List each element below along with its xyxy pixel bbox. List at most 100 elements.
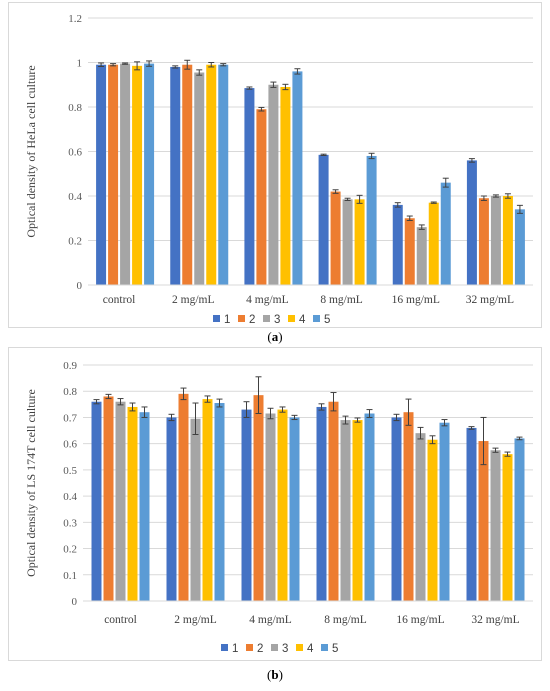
category-label: 2 mg/mL [172,294,215,306]
category-label: 2 mg/mL [174,614,217,626]
bar [352,420,363,601]
bar [96,64,107,285]
bar [170,66,181,285]
bar [190,418,201,601]
bar [144,63,155,285]
category-label: control [104,614,137,626]
chart-panel-b: 0 0.1 0.2 0.3 0.4 0.5 0.6 0.7 0.8 0.9 Optical dens… [8,347,542,661]
legend-label: 5 [324,314,330,326]
bar [127,406,138,601]
bar [265,413,276,601]
category-label: control [103,294,136,306]
bar [415,433,426,601]
bar [132,65,143,286]
bar [364,413,375,601]
bar [289,417,300,601]
bar [194,72,205,285]
legend-label: 2 [257,643,263,655]
legend-swatch [221,644,228,651]
caption-b: (b) [267,667,283,682]
y-tick-label: 0.2 [68,236,82,248]
bar [244,88,255,286]
legend-swatch [321,644,328,651]
chart-panel-a: 0 0.2 0.4 0.6 0.8 1 1.2 Optical density of HeLa… [8,2,542,328]
bar [490,450,501,601]
bar [268,84,279,285]
bar [366,155,377,285]
y-tick-label: 0.1 [63,570,77,582]
category-label: 4 mg/mL [249,614,292,626]
y-tick-label: 0.3 [63,517,77,529]
bar [440,182,451,285]
bar [490,196,501,285]
bar [139,412,150,601]
bar [256,109,267,285]
bar [182,64,193,285]
legend-label: 5 [332,643,338,655]
y-tick-label: 0.2 [63,544,77,556]
category-label: 32 mg/mL [466,294,514,306]
legend-label: 3 [274,314,280,326]
legend-swatch [271,644,278,651]
y-axis-label: Optical density of LS 174T cell culture [24,389,38,577]
bar [478,441,489,601]
caption-a: (a) [267,329,283,344]
bar [342,199,353,285]
bar [166,417,177,601]
bar [340,420,351,601]
category-label: 32 mg/mL [471,614,519,626]
y-tick-label: 0.9 [63,360,77,372]
legend-label: 1 [232,643,238,655]
bar [514,438,525,601]
y-tick-label: 0 [77,280,83,292]
bar [354,199,365,285]
legend-label: 1 [224,314,230,326]
bar [206,64,217,285]
legend-swatch [246,644,253,651]
legend-label: 4 [299,314,306,326]
category-label: 8 mg/mL [320,294,363,306]
category-label: 4 mg/mL [246,294,289,306]
y-tick-label: 0.4 [68,191,82,203]
y-tick-label: 0.6 [68,147,82,159]
legend-label: 3 [282,643,288,655]
legend-swatch [263,315,270,322]
bar [416,227,427,285]
bar [466,160,477,285]
bar [502,196,513,285]
bar [292,71,303,286]
y-tick-label: 0.8 [63,386,77,398]
bar [120,63,131,285]
legend-swatch [288,315,295,322]
bar [202,399,213,601]
y-tick-label: 0.8 [68,102,82,114]
bar [318,154,329,285]
legend-swatch [296,644,303,651]
bar [391,417,402,601]
legend-label: 2 [249,314,255,326]
bar [514,209,525,285]
legend-label: 4 [307,643,314,655]
bar [253,395,264,601]
category-label: 16 mg/mL [396,614,444,626]
caption-b-letter: b [271,667,279,682]
bar [91,401,102,601]
y-tick-label: 0.7 [63,412,77,424]
bar [115,401,126,601]
bar [277,409,288,601]
chart-a-svg: 0 0.2 0.4 0.6 0.8 1 1.2 Optical density of HeLa… [24,13,533,326]
legend-swatch [238,315,245,322]
bar [316,406,327,601]
bar [466,427,477,601]
bar [178,393,189,601]
bar [478,198,489,285]
caption-a-letter: a [271,329,279,344]
bar [103,396,114,601]
bar [328,401,339,601]
y-axis-label: Optical density of HeLa cell culture [24,65,38,237]
bar [218,64,229,285]
legend-swatch [313,315,320,322]
bar [439,422,450,601]
bar [241,409,252,601]
chart-b-svg: 0 0.1 0.2 0.3 0.4 0.5 0.6 0.7 0.8 0.9 Optical dens… [24,360,533,655]
